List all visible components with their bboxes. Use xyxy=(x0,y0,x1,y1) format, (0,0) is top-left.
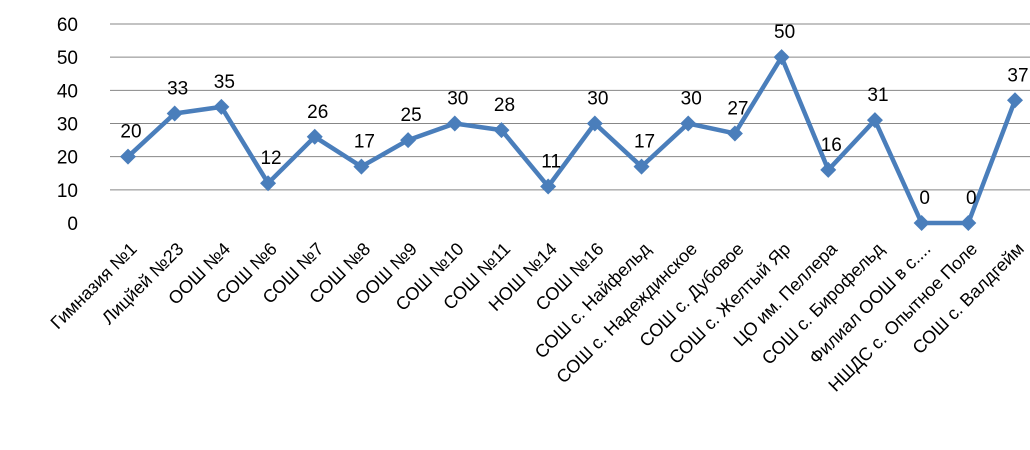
data-label: 30 xyxy=(681,89,702,110)
series-line xyxy=(126,54,1018,226)
data-label: 27 xyxy=(727,98,748,119)
data-label: 17 xyxy=(634,132,655,153)
data-point-marker xyxy=(446,115,463,132)
y-tick-label: 60 xyxy=(57,15,78,36)
data-label: 33 xyxy=(167,79,188,100)
data-label: 50 xyxy=(774,22,795,43)
data-point-marker xyxy=(213,98,230,115)
data-point-marker xyxy=(773,49,790,66)
series-markers xyxy=(120,49,1023,231)
y-tick-label: 0 xyxy=(67,214,78,235)
data-label: 17 xyxy=(354,132,375,153)
data-label: 25 xyxy=(401,105,422,126)
series-line-group xyxy=(126,54,1018,226)
data-point-marker xyxy=(820,161,837,178)
data-point-marker xyxy=(260,175,277,192)
y-tick-label: 40 xyxy=(57,81,78,102)
data-label: 31 xyxy=(867,85,888,106)
data-label: 35 xyxy=(214,72,235,93)
data-point-marker xyxy=(306,128,323,145)
data-label: 30 xyxy=(447,89,468,110)
data-point-marker xyxy=(353,158,370,175)
data-label: 26 xyxy=(307,102,328,123)
y-tick-label: 20 xyxy=(57,148,78,169)
data-labels: 20 33 35 12 26 17 25 30 28 11 30 17 30 27 50 16 31 0 0 37 xyxy=(120,22,1028,209)
y-tick-label: 30 xyxy=(57,115,78,136)
gridlines xyxy=(110,23,1030,191)
data-point-marker xyxy=(400,132,417,149)
data-label: 11 xyxy=(541,152,561,173)
y-tick-label: 10 xyxy=(57,181,78,202)
data-label: 28 xyxy=(494,95,515,116)
data-point-marker xyxy=(633,158,650,175)
data-label: 0 xyxy=(966,188,977,209)
data-point-marker xyxy=(166,105,183,122)
data-label: 20 xyxy=(120,122,141,143)
data-label: 30 xyxy=(587,89,608,110)
data-point-marker xyxy=(680,115,697,132)
data-label: 16 xyxy=(821,135,842,156)
data-point-marker xyxy=(493,122,510,139)
data-point-marker xyxy=(960,215,977,231)
data-label: 37 xyxy=(1007,65,1028,86)
y-tick-label: 50 xyxy=(57,48,78,69)
data-point-marker xyxy=(913,215,930,231)
data-point-marker xyxy=(726,125,743,142)
data-label: 0 xyxy=(919,188,930,209)
data-point-marker xyxy=(1007,92,1023,109)
data-point-marker xyxy=(120,148,136,165)
data-label: 12 xyxy=(260,148,281,169)
data-point-marker xyxy=(866,112,883,129)
data-point-marker xyxy=(540,178,557,195)
y-axis-tick-labels: 0 10 20 30 40 50 60 xyxy=(57,15,78,235)
data-point-marker xyxy=(586,115,603,132)
